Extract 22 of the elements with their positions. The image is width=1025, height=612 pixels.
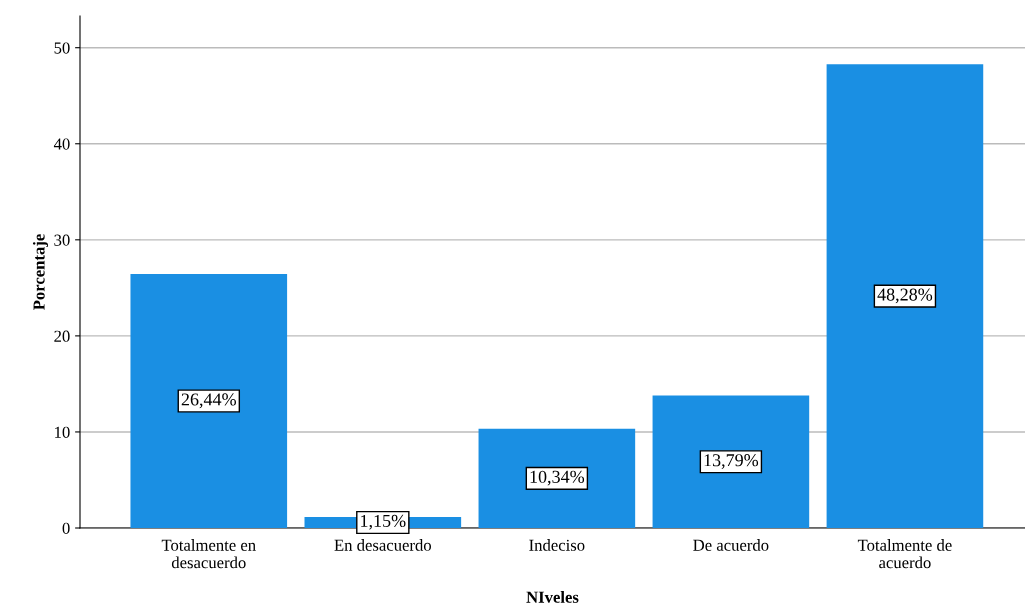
x-tick-label: Indeciso — [529, 539, 585, 551]
x-tick-label: En desacuerdo — [334, 539, 431, 551]
bar — [478, 428, 636, 528]
x-tick-label: De acuerdo — [693, 539, 769, 551]
y-tick-label: 40 — [53, 138, 70, 150]
y-axis-title: Porcentaje — [32, 234, 49, 310]
x-tick-label: Totalmente de acuerdo — [857, 539, 952, 569]
y-tick-label: 10 — [55, 426, 70, 438]
bar — [826, 64, 984, 528]
x-tick-label: Totalmente en desacuerdo — [161, 539, 256, 569]
bar — [652, 395, 810, 528]
y-tick-label: 0 — [62, 522, 70, 534]
data-label: 48,28% — [877, 288, 933, 304]
x-axis-title: NIveles — [526, 591, 579, 603]
data-label: 26,44% — [181, 393, 236, 409]
data-label: 10,34% — [530, 470, 585, 486]
bar — [130, 274, 288, 528]
y-tick-label: 30 — [54, 234, 70, 246]
data-label: 13,79% — [704, 454, 759, 469]
y-tick-label: 20 — [54, 330, 70, 342]
y-tick-label: 50 — [54, 42, 70, 54]
data-label: 1,15% — [361, 514, 406, 530]
